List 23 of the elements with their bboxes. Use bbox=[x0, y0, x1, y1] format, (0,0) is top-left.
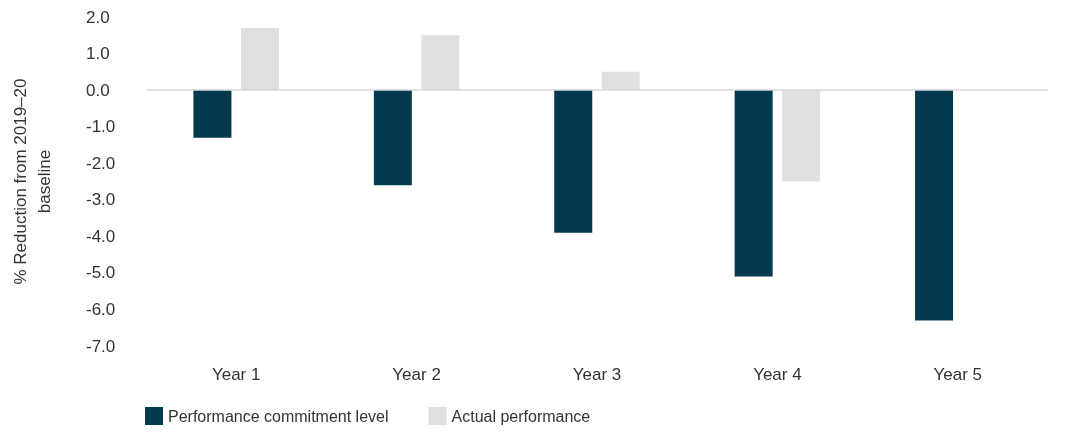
y-tick-label: -4.0 bbox=[86, 226, 116, 246]
y-tick-label: -7.0 bbox=[86, 336, 116, 356]
y-tick-label: 1.0 bbox=[86, 44, 110, 64]
y-tick-label: -3.0 bbox=[86, 190, 116, 210]
y-axis-title: % Reduction from 2019–20 baseline bbox=[10, 78, 54, 285]
x-tick-label: Year 1 bbox=[211, 365, 261, 384]
bar bbox=[193, 90, 232, 138]
legend-label: Actual performance bbox=[451, 407, 591, 425]
y-tick-label: 0.0 bbox=[86, 80, 110, 100]
legend-label: Performance commitment level bbox=[168, 407, 389, 425]
y-tick-label: -2.0 bbox=[86, 153, 116, 173]
bar bbox=[915, 90, 954, 321]
bar bbox=[734, 90, 773, 277]
y-tick-label: -6.0 bbox=[86, 299, 116, 319]
x-tick-label: Year 3 bbox=[572, 365, 622, 384]
y-tick-label: -1.0 bbox=[86, 117, 116, 137]
x-tick-label: Year 5 bbox=[933, 365, 983, 384]
y-tick-label: 2.0 bbox=[86, 7, 110, 27]
x-tick-label: Year 4 bbox=[753, 365, 802, 384]
x-tick-label: Year 2 bbox=[392, 365, 441, 384]
bar bbox=[373, 90, 412, 186]
y-tick-label: -5.0 bbox=[86, 263, 116, 283]
bar bbox=[554, 90, 593, 233]
